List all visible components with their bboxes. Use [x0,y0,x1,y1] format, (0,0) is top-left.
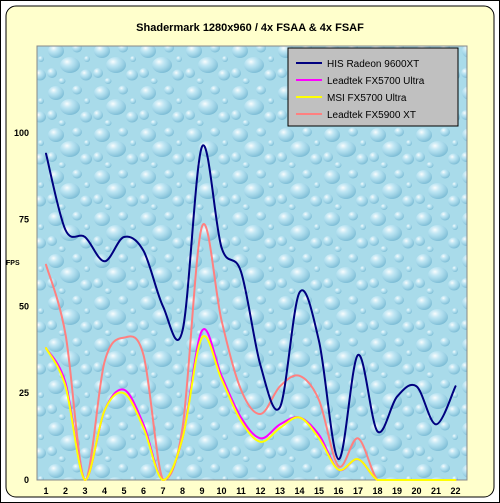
x-tick-label: 21 [431,486,441,496]
x-tick-label: 3 [82,486,87,496]
x-tick-label: 6 [141,486,146,496]
x-tick-label: 18 [372,486,382,496]
x-tick-label: 16 [333,486,343,496]
legend: HIS Radeon 9600XT Leadtek FX5700 Ultra MSI… [287,47,459,127]
x-tick-label: 22 [450,486,460,496]
x-tick-label: 7 [160,486,165,496]
x-tick-label: 15 [314,486,324,496]
series-layer [45,144,457,481]
x-tick-label: 2 [63,486,68,496]
x-tick-label: 20 [411,486,421,496]
x-tick-label: 17 [353,486,363,496]
legend-label: MSI FX5700 Ultra [327,93,407,104]
y-tick-label: 100 [14,128,29,138]
chart-title: Shadermark 1280x960 / 4x FSAA & 4x FSAF [136,22,364,34]
y-tick-label: 25 [19,388,29,398]
y-tick-label: 50 [19,301,29,311]
x-tick-label: 13 [275,486,285,496]
y-tick-label: 0 [24,475,29,485]
legend-label: Leadtek FX5900 XT [327,110,416,121]
legend-label: HIS Radeon 9600XT [327,59,419,70]
y-axis-title: FPS [6,260,20,267]
x-tick-label: 5 [121,486,126,496]
series-line [45,144,457,461]
x-tick-label: 9 [199,486,204,496]
legend-label: Leadtek FX5700 Ultra [327,76,425,87]
x-tick-label: 8 [180,486,185,496]
y-tick-label: 75 [19,215,29,225]
x-tick-label: 11 [236,486,246,496]
x-tick-label: 4 [102,486,107,496]
x-tick-label: 1 [43,486,48,496]
x-tick-label: 19 [392,486,402,496]
x-tick-label: 12 [255,486,265,496]
x-tick-label: 14 [294,486,304,496]
x-tick-label: 10 [216,486,226,496]
series-line [45,334,457,481]
